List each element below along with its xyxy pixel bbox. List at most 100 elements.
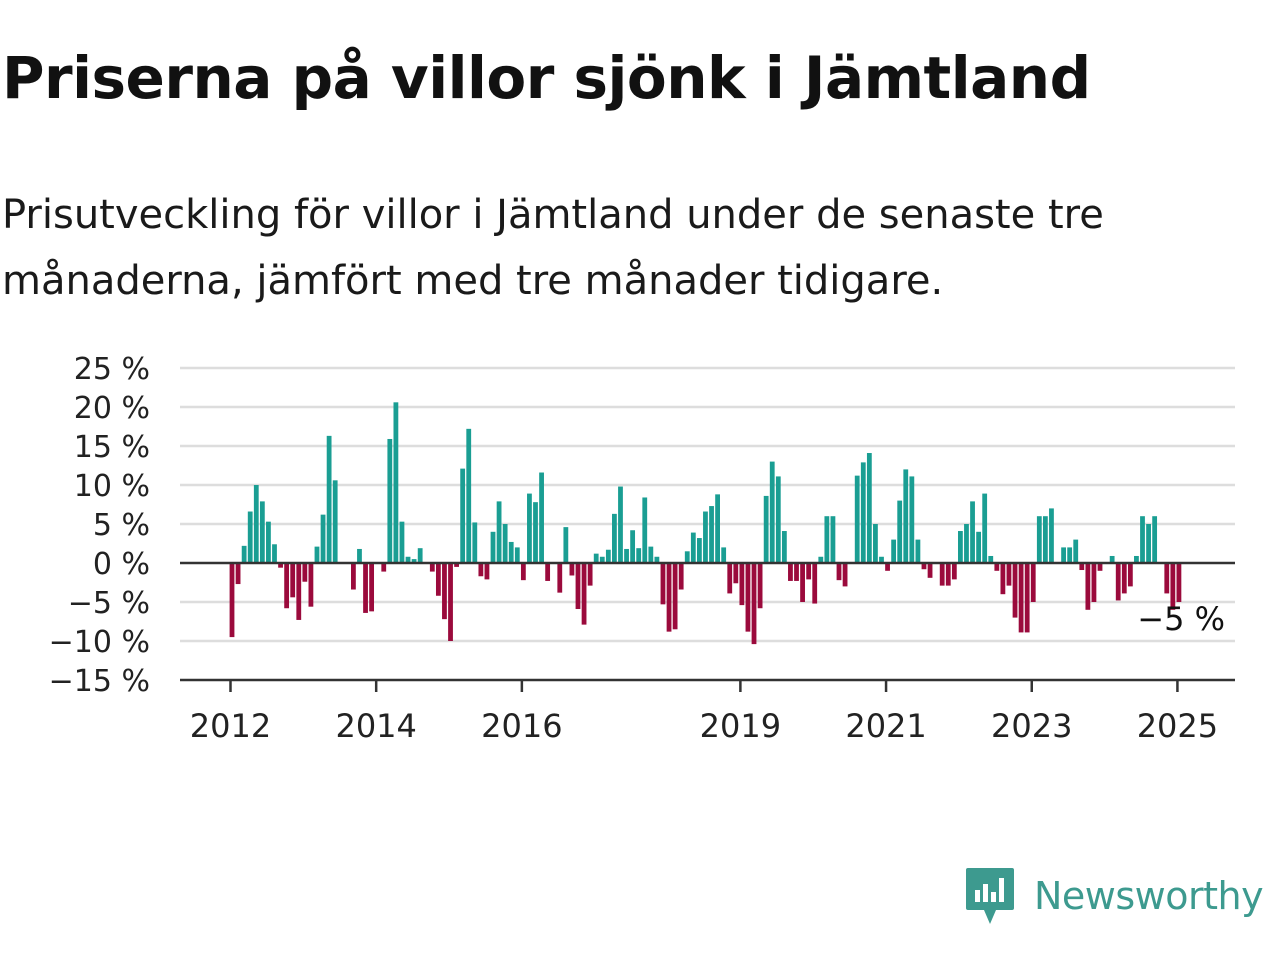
bar xyxy=(1079,563,1085,571)
bar xyxy=(672,563,678,630)
bar xyxy=(818,556,824,563)
bar xyxy=(1049,508,1054,563)
y-tick-label: −15 % xyxy=(49,664,150,699)
bar xyxy=(982,493,988,563)
bar xyxy=(830,516,836,563)
bar xyxy=(897,500,903,563)
bar xyxy=(545,563,551,581)
bar xyxy=(618,486,623,563)
bar xyxy=(581,563,587,625)
grid-lines xyxy=(180,366,1235,643)
bar xyxy=(1067,547,1073,563)
bar xyxy=(235,563,241,585)
bar xyxy=(387,438,393,563)
bar xyxy=(399,521,405,563)
bar xyxy=(599,556,605,563)
bar xyxy=(684,551,690,563)
bar xyxy=(788,563,793,581)
bar xyxy=(1170,563,1176,610)
bar xyxy=(332,480,338,563)
bar xyxy=(284,563,290,609)
bar xyxy=(1146,524,1151,563)
bar xyxy=(866,453,872,563)
bar xyxy=(696,538,702,563)
bar xyxy=(678,563,684,590)
bar xyxy=(976,531,982,563)
bar xyxy=(739,563,745,606)
bar xyxy=(1140,516,1145,563)
bar xyxy=(527,493,532,563)
bar xyxy=(1012,563,1018,618)
bar xyxy=(1061,547,1066,563)
bar xyxy=(369,563,375,612)
bar xyxy=(945,563,951,586)
bar xyxy=(508,541,514,563)
bar xyxy=(642,497,648,563)
bar xyxy=(927,563,933,578)
bar xyxy=(939,563,945,586)
bar xyxy=(290,563,296,598)
bar xyxy=(1024,563,1030,633)
newsworthy-logo-text: Newsworthy xyxy=(1034,874,1264,918)
bar xyxy=(1134,555,1139,563)
y-tick-label: 25 % xyxy=(74,352,150,387)
bar xyxy=(563,527,569,563)
bar xyxy=(994,563,1000,571)
bar xyxy=(454,563,459,567)
bar xyxy=(988,555,994,563)
x-axis xyxy=(180,561,1235,682)
y-tick-label: 15 % xyxy=(74,430,150,465)
bar xyxy=(794,563,799,581)
bar xyxy=(921,563,927,570)
y-tick-label: 10 % xyxy=(74,469,150,504)
x-tick-label: 2014 xyxy=(335,707,416,745)
bar xyxy=(314,546,320,563)
bar xyxy=(660,563,666,605)
bar xyxy=(381,563,387,572)
bar xyxy=(1115,563,1121,601)
bar xyxy=(703,511,708,563)
chart-subtitle: Prisutveckling för villor i Jämtland und… xyxy=(2,192,1104,304)
bar xyxy=(466,428,472,563)
bar xyxy=(247,511,253,563)
bar xyxy=(575,563,581,610)
bar xyxy=(533,502,538,563)
bar xyxy=(357,548,362,563)
bar xyxy=(520,563,526,581)
bar xyxy=(363,563,368,613)
bar xyxy=(1085,563,1091,610)
bar xyxy=(308,563,314,607)
bar xyxy=(775,476,781,563)
bar xyxy=(442,563,447,620)
bar xyxy=(763,495,769,563)
bar xyxy=(1127,563,1133,587)
bar xyxy=(478,563,484,577)
bar xyxy=(1018,563,1024,633)
bar xyxy=(654,556,660,563)
bar xyxy=(1000,563,1006,595)
bar xyxy=(1109,555,1115,563)
bar xyxy=(435,563,441,596)
bar xyxy=(751,563,757,645)
bar xyxy=(1152,516,1158,563)
bar xyxy=(320,514,326,563)
bar xyxy=(733,563,739,584)
bar xyxy=(806,563,812,580)
chart-title: Priserna på villor sjönk i Jämtland xyxy=(2,44,1091,112)
bar xyxy=(1097,563,1103,571)
bar xyxy=(460,468,466,563)
bar xyxy=(1073,539,1079,563)
bar xyxy=(496,501,502,563)
last-value-label: −5 % xyxy=(1137,600,1225,638)
bars xyxy=(229,402,1182,645)
bar xyxy=(958,531,963,563)
bar xyxy=(472,522,478,563)
bar xyxy=(296,563,302,620)
bar xyxy=(812,563,818,604)
bar xyxy=(539,472,544,563)
bar xyxy=(272,544,277,563)
bar xyxy=(1006,563,1012,586)
bar xyxy=(636,548,642,563)
x-tick-label: 2016 xyxy=(481,707,562,745)
bar xyxy=(757,563,763,609)
